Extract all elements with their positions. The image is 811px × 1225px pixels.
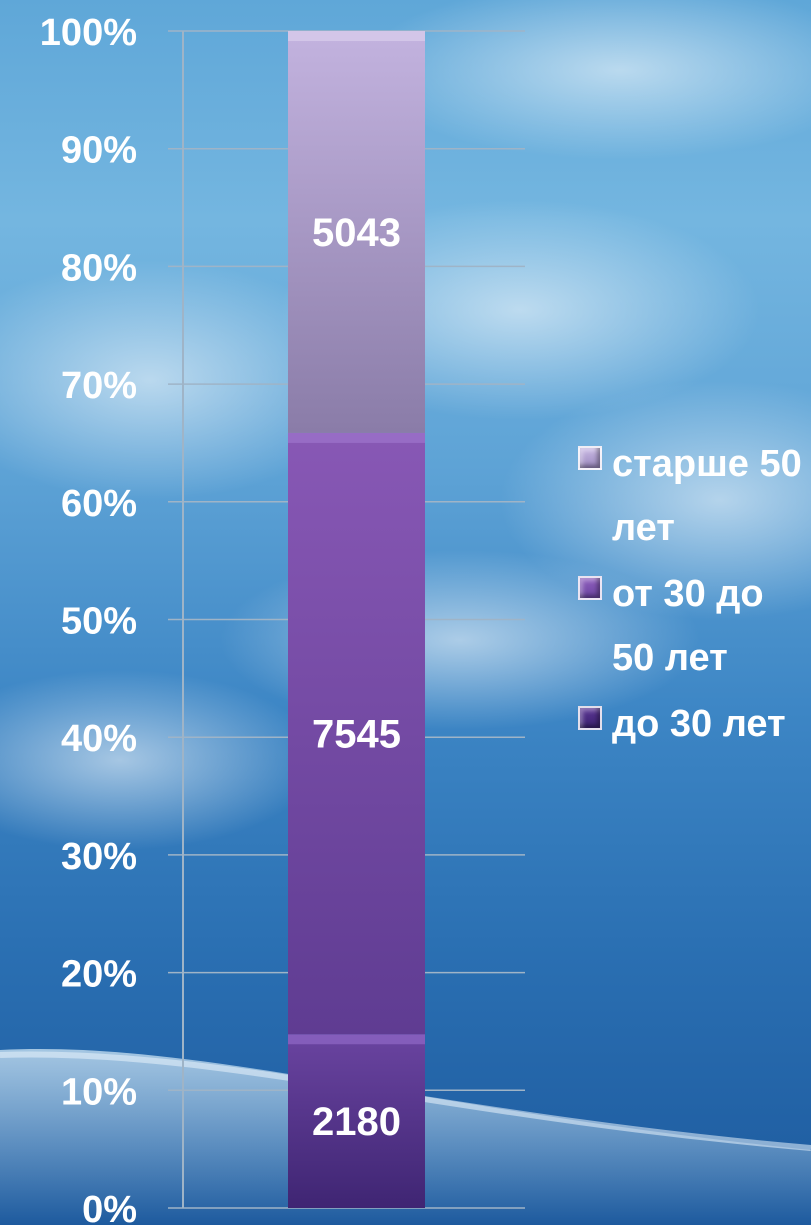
legend-swatch bbox=[578, 706, 602, 730]
data-label: 7545 bbox=[312, 713, 401, 757]
bar-segment-cap bbox=[288, 432, 425, 443]
bar-stack: 2180 7545 5043 bbox=[288, 31, 425, 1208]
legend-label: старше 50 лет bbox=[612, 443, 802, 549]
y-tick-label: 70% bbox=[61, 365, 137, 407]
legend-item: старше 50 лет bbox=[578, 432, 811, 560]
y-tick-label: 90% bbox=[61, 130, 137, 172]
bar-segment bbox=[288, 432, 425, 1035]
legend-swatch bbox=[578, 576, 602, 600]
y-tick-label: 20% bbox=[61, 954, 137, 996]
bar-segment bbox=[288, 31, 425, 433]
legend-item: до 30 лет bbox=[578, 692, 811, 756]
y-tick-label: 0% bbox=[82, 1189, 137, 1225]
data-label: 5043 bbox=[312, 211, 401, 255]
bar-segment-cap bbox=[288, 31, 425, 41]
y-tick-label: 10% bbox=[61, 1071, 137, 1113]
y-tick-label: 80% bbox=[61, 247, 137, 289]
y-tick-label: 30% bbox=[61, 836, 137, 878]
data-label: 2180 bbox=[312, 1100, 401, 1144]
legend-label: до 30 лет bbox=[612, 703, 786, 745]
legend: старше 50 лет от 30 до 50 лет до 30 лет bbox=[578, 432, 811, 758]
bar-segment-cap bbox=[288, 1034, 425, 1045]
y-tick-label: 50% bbox=[61, 601, 137, 643]
legend-swatch bbox=[578, 446, 602, 470]
y-axis-ticks: 0% 10% 20% 30% 40% 50% 60% 70% 80% 90% 100% bbox=[40, 12, 137, 1225]
y-tick-label: 60% bbox=[61, 483, 137, 525]
legend-label: от 30 до 50 лет bbox=[612, 573, 764, 679]
bar-segment bbox=[288, 1034, 425, 1208]
y-tick-label: 40% bbox=[61, 718, 137, 760]
y-tick-label: 100% bbox=[40, 12, 137, 54]
legend-item: от 30 до 50 лет bbox=[578, 562, 811, 690]
